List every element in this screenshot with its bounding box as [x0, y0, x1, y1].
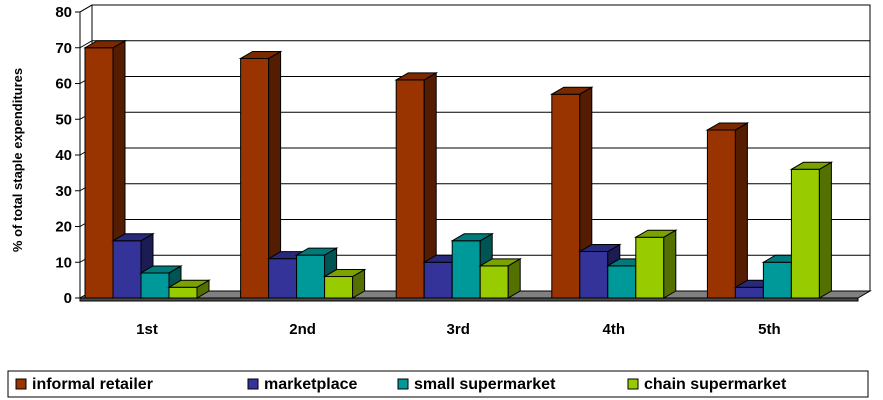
bar-informal-retailer-5th [705, 122, 750, 299]
bar-front [451, 240, 481, 299]
bar-top [167, 279, 211, 288]
wall-edge [79, 4, 93, 13]
legend-item-informal-retailer: informal retailer [15, 376, 153, 393]
legend-swatch [15, 378, 27, 390]
bar-top [322, 269, 367, 278]
y-tick-label: 20 [55, 219, 72, 236]
bar-chain-supermarket-5th [789, 161, 834, 299]
bar-front [790, 168, 820, 299]
x-category-label: 5th [758, 321, 781, 338]
bar-chain-supermarket-2nd [322, 268, 367, 299]
legend-box [7, 370, 869, 398]
y-axis: 0 10 20 30 40 50 60 70 80 [55, 4, 93, 307]
y-tick-label: 10 [55, 254, 72, 271]
y-tick-label: 70 [55, 40, 72, 57]
x-category-label: 4th [603, 321, 626, 338]
bar-top [450, 233, 495, 242]
y-axis-label: % of total staple expenditures [10, 68, 25, 252]
legend-label: small supermarket [414, 376, 556, 393]
bar-front [84, 47, 114, 299]
bar-front [762, 261, 792, 299]
bar-front [395, 79, 425, 299]
y-tick-label: 80 [55, 4, 72, 21]
legend-swatch [627, 378, 639, 390]
side-gridline [79, 40, 93, 49]
bar-informal-retailer-2nd [238, 50, 283, 299]
x-category-label: 2nd [289, 321, 316, 338]
bar-top [577, 244, 622, 253]
bar-front [423, 261, 453, 299]
y-tick-label: 40 [55, 147, 72, 164]
legend-item-marketplace: marketplace [247, 376, 357, 393]
y-tick-label: 60 [55, 76, 72, 93]
bar-front [607, 265, 637, 299]
bar-side [663, 229, 677, 299]
legend-swatch [397, 378, 409, 390]
bar-front [240, 57, 270, 299]
legend: informal retailer marketplace small superm… [7, 370, 869, 398]
bar-front [168, 286, 198, 299]
y-tick-label: 50 [55, 111, 72, 128]
legend-label: marketplace [264, 376, 357, 393]
bar-front [296, 254, 326, 299]
bar-chain-supermarket-4th [633, 229, 678, 299]
bar-front [635, 236, 665, 299]
legend-label: informal retailer [32, 376, 153, 393]
bar-top [478, 258, 523, 267]
bar-front [551, 93, 581, 299]
bar-top [294, 247, 339, 256]
bar-marketplace-1st [111, 232, 155, 299]
y-tick-label: 0 [64, 290, 72, 307]
bar-top [549, 86, 594, 95]
bar-side [734, 122, 748, 299]
bar-informal-retailer-4th [549, 86, 594, 299]
bar-front [140, 272, 170, 299]
y-tick-label: 30 [55, 183, 72, 200]
bar-front [479, 265, 509, 299]
x-category-label: 1st [136, 321, 158, 338]
legend-item-small-supermarket: small supermarket [397, 376, 556, 393]
bar-side [818, 161, 832, 299]
bar-front [112, 240, 142, 299]
bar-top [238, 50, 283, 59]
bar-chain-supermarket-1st [167, 279, 211, 299]
bar-top [633, 229, 678, 238]
legend-item-chain-supermarket: chain supermarket [627, 376, 787, 393]
bar-front [324, 276, 354, 299]
bars [83, 39, 834, 299]
bar-informal-retailer-1st [83, 39, 127, 299]
bar-top [394, 72, 439, 81]
x-axis-categories: 1st 2nd 3rd 4th 5th [136, 321, 780, 338]
x-category-label: 3rd [447, 321, 470, 338]
bar-top [111, 233, 155, 242]
bar-front [734, 286, 764, 299]
bar-front [579, 251, 609, 299]
bar-front [268, 258, 298, 299]
bar-chain-supermarket-3rd [478, 257, 523, 299]
bar-top [139, 265, 183, 274]
bar-top [789, 161, 834, 170]
bar-front [706, 129, 736, 299]
legend-label: chain supermarket [644, 376, 787, 393]
bar-top [705, 122, 750, 131]
legend-swatch [247, 378, 259, 390]
bar-top [83, 40, 127, 49]
